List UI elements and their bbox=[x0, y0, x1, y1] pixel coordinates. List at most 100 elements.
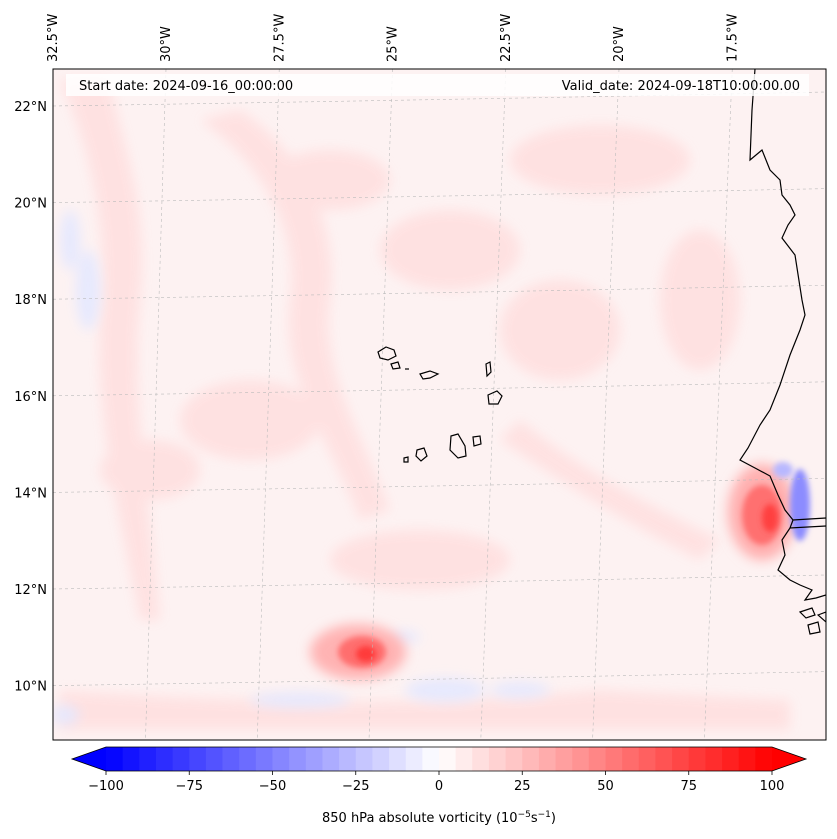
colorbar-cell bbox=[738, 747, 756, 771]
latitude-tick-label: 10°N bbox=[14, 680, 47, 695]
colorbar-cell bbox=[122, 747, 140, 771]
colorbar-cell bbox=[255, 747, 273, 771]
longitude-labels: 32.5°W 30°W 27.5°W 25°W 22.5°W 20°W 17.5°W bbox=[46, 14, 741, 62]
colorbar-cell bbox=[688, 747, 706, 771]
latitude-labels: 22°N 20°N 18°N 16°N 14°N 12°N 10°N bbox=[14, 100, 47, 695]
parallel-line bbox=[53, 478, 826, 493]
colorbar-cell bbox=[605, 747, 623, 771]
colorbar-cells bbox=[106, 747, 773, 771]
meridian-line bbox=[145, 69, 167, 740]
island-boa-vista bbox=[487, 390, 503, 405]
colorbar-cell bbox=[472, 747, 490, 771]
meridian-line bbox=[368, 69, 393, 740]
valid-date-label: Valid_date: 2024-09-18T10:00:00.00 bbox=[562, 79, 800, 94]
colorbar-cell bbox=[405, 747, 423, 771]
field-light-pink bbox=[60, 80, 790, 730]
colorbar-cell bbox=[522, 747, 540, 771]
colorbar-tick-label: −25 bbox=[342, 779, 369, 794]
colorbar-cell bbox=[239, 747, 257, 771]
colorbar-cell bbox=[638, 747, 656, 771]
latitude-tick-label: 16°N bbox=[14, 390, 47, 405]
island-fogo bbox=[415, 447, 428, 462]
parallel-line bbox=[53, 381, 826, 397]
colorbar-cell bbox=[355, 747, 373, 771]
colorbar-cell bbox=[205, 747, 223, 771]
colorbar-extend-low bbox=[72, 747, 106, 771]
latitude-tick-label: 22°N bbox=[14, 100, 47, 115]
longitude-tick-label: 32.5°W bbox=[46, 14, 61, 62]
vortex-southwest bbox=[310, 624, 406, 680]
colorbar: −100 −75 −50 −25 0 25 50 75 100 850 hPa absolute… bbox=[70, 746, 808, 826]
colorbar-cell bbox=[538, 747, 556, 771]
field-light-blue bbox=[53, 210, 550, 725]
map-frame bbox=[52, 68, 827, 741]
coastlines bbox=[377, 69, 826, 635]
island-sao-vicente bbox=[390, 361, 401, 370]
colorbar-cell bbox=[439, 747, 457, 771]
latitude-tick-label: 18°N bbox=[14, 293, 47, 308]
longitude-tick-label: 22.5°W bbox=[499, 14, 514, 62]
colorbar-tick-label: 0 bbox=[435, 779, 443, 794]
vorticity-field bbox=[53, 80, 810, 730]
colorbar-cell bbox=[655, 747, 673, 771]
latitude-tick-label: 20°N bbox=[14, 197, 47, 212]
colorbar-cell bbox=[422, 747, 440, 771]
colorbar-cell bbox=[555, 747, 573, 771]
colorbar-cell bbox=[455, 747, 473, 771]
meridian-line bbox=[480, 69, 507, 740]
parallel-line bbox=[53, 284, 826, 300]
colorbar-cell bbox=[672, 747, 690, 771]
colorbar-cell bbox=[172, 747, 190, 771]
island-maio bbox=[472, 435, 482, 447]
colorbar-cell bbox=[155, 747, 173, 771]
gridlines bbox=[53, 69, 826, 740]
header-backdrop bbox=[66, 74, 809, 96]
parallel-line bbox=[53, 188, 826, 203]
colorbar-tick-label: 25 bbox=[514, 779, 531, 794]
colorbar-cell bbox=[139, 747, 157, 771]
colorbar-cell bbox=[222, 747, 240, 771]
colorbar-extend-high bbox=[772, 747, 806, 771]
parallel-line bbox=[53, 671, 826, 686]
colorbar-tick-label: −50 bbox=[259, 779, 286, 794]
african-coastline bbox=[739, 69, 826, 601]
island-brava bbox=[403, 456, 409, 463]
latitude-tick-label: 14°N bbox=[14, 486, 47, 501]
colorbar-tick-label: 100 bbox=[760, 779, 785, 794]
longitude-tick-label: 25°W bbox=[386, 26, 401, 62]
latitude-tick-label: 12°N bbox=[14, 583, 47, 598]
colorbar-cell bbox=[305, 747, 323, 771]
island-sal bbox=[485, 361, 492, 378]
start-date-label: Start date: 2024-09-16_00:00:00 bbox=[79, 79, 293, 94]
colorbar-cell bbox=[505, 747, 523, 771]
colorbar-tick-label: 75 bbox=[680, 779, 697, 794]
island-santiago bbox=[449, 433, 467, 459]
parallel-line bbox=[53, 574, 826, 590]
bijagos-islands bbox=[798, 607, 826, 635]
colorbar-cell bbox=[339, 747, 357, 771]
colorbar-cell bbox=[488, 747, 506, 771]
meridian-line bbox=[592, 69, 620, 740]
colorbar-ticks: −100 −75 −50 −25 0 25 50 75 100 bbox=[88, 771, 784, 794]
island-sao-nicolau bbox=[419, 370, 440, 380]
colorbar-cell bbox=[588, 747, 606, 771]
colorbar-cell bbox=[189, 747, 207, 771]
colorbar-cell bbox=[106, 747, 124, 771]
meridian-line bbox=[704, 69, 733, 740]
map-panel: Start date: 2024-09-16_00:00:00 Valid_da… bbox=[52, 68, 827, 741]
longitude-tick-label: 30°W bbox=[159, 26, 174, 62]
colorbar-label: 850 hPa absolute vorticity (10−5s−1) bbox=[322, 810, 556, 826]
colorbar-cell bbox=[572, 747, 590, 771]
vortex-senegal bbox=[728, 462, 810, 560]
map-background bbox=[53, 69, 826, 740]
colorbar-cell bbox=[705, 747, 723, 771]
colorbar-tick-label: −75 bbox=[176, 779, 203, 794]
longitude-tick-label: 17.5°W bbox=[725, 14, 740, 62]
colorbar-cell bbox=[322, 747, 340, 771]
colorbar-cell bbox=[389, 747, 407, 771]
island-santo-antao bbox=[377, 346, 397, 361]
meridian-line bbox=[256, 69, 280, 740]
longitude-tick-label: 20°W bbox=[612, 26, 627, 62]
colorbar-cell bbox=[622, 747, 640, 771]
colorbar-cell bbox=[289, 747, 307, 771]
